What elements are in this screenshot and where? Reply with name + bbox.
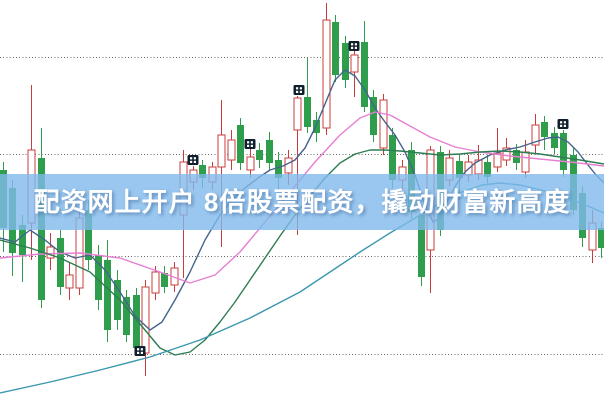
candle-body-down [418, 215, 425, 277]
event-marker-dot [354, 43, 357, 46]
candle-body-up [141, 286, 150, 354]
candle-body-down [342, 43, 349, 80]
ad-banner[interactable]: 配资网上开户 8倍股票配资，撬动财富新高度 [0, 174, 604, 230]
candle-body-down [85, 210, 92, 260]
candle-body-down [361, 42, 368, 107]
event-marker-dot [299, 87, 302, 90]
event-marker-dot [140, 348, 143, 351]
candle-body-down [551, 133, 558, 148]
candle-body-down [57, 238, 64, 287]
candle-body-down [370, 97, 377, 135]
candle-body-down [304, 97, 311, 127]
candle-body-up [65, 274, 74, 289]
event-marker-dot [137, 348, 140, 351]
ma-line-mid-pink [0, 111, 604, 284]
event-marker-dot [247, 141, 250, 144]
candle-body-up [284, 157, 293, 174]
event-marker-dot [299, 90, 302, 93]
candle-body-down [598, 228, 604, 248]
candle-body-down [541, 122, 548, 137]
candle-body-down [275, 160, 282, 178]
event-marker-dot [250, 144, 253, 147]
event-marker-icon [134, 346, 146, 356]
event-marker-icon [293, 85, 305, 95]
ma-line-short-navy [0, 69, 604, 331]
candle-body-up [293, 97, 302, 131]
ad-banner-text: 配资网上开户 8倍股票配资，撬动财富新高度 [33, 187, 571, 217]
event-marker-dot [296, 87, 299, 90]
event-marker-dot [560, 121, 563, 124]
event-marker-icon [187, 155, 199, 165]
candle-body-down [133, 295, 140, 348]
candle-body-up [151, 271, 160, 294]
candle-body-down [256, 150, 263, 160]
candle-body-down [95, 255, 102, 300]
event-marker-dot [351, 46, 354, 49]
event-marker-icon [244, 139, 256, 149]
candle-body-down [560, 133, 567, 170]
event-marker-dot [354, 46, 357, 49]
candle-body-up [531, 124, 540, 146]
candle-body-up [46, 246, 55, 259]
candle-body-down [313, 120, 320, 133]
event-marker-dot [137, 351, 140, 354]
event-marker-dot [351, 43, 354, 46]
candle-body-down [114, 280, 121, 320]
event-marker-dot [563, 124, 566, 127]
event-marker-dot [247, 144, 250, 147]
candle-body-down [104, 260, 111, 330]
event-marker-icon [348, 41, 360, 51]
candle-body-up [521, 151, 530, 173]
candle-body-down [332, 22, 339, 75]
candle-body-down [123, 297, 130, 335]
candle-body-down [484, 162, 491, 177]
candle-body-down [237, 125, 244, 163]
event-marker-dot [190, 160, 193, 163]
candle-body-up [322, 19, 331, 129]
event-marker-dot [563, 121, 566, 124]
candle-body-up [246, 156, 255, 171]
candle-body-up [227, 139, 236, 161]
candle-body-down [456, 161, 463, 178]
event-marker-dot [296, 90, 299, 93]
candle-body-down [19, 225, 26, 255]
candle-body-down [389, 135, 396, 180]
candle-body-down [161, 273, 168, 287]
event-marker-dot [140, 351, 143, 354]
event-marker-dot [190, 157, 193, 160]
candle-body-down [199, 165, 206, 178]
candle-body-up [217, 134, 226, 168]
candle-body-up [502, 147, 511, 161]
candle-body-down [266, 140, 273, 163]
event-marker-dot [250, 141, 253, 144]
candle-body-up [350, 54, 359, 73]
event-marker-dot [193, 157, 196, 160]
event-marker-icon [557, 119, 569, 129]
event-marker-dot [193, 160, 196, 163]
event-marker-dot [560, 124, 563, 127]
